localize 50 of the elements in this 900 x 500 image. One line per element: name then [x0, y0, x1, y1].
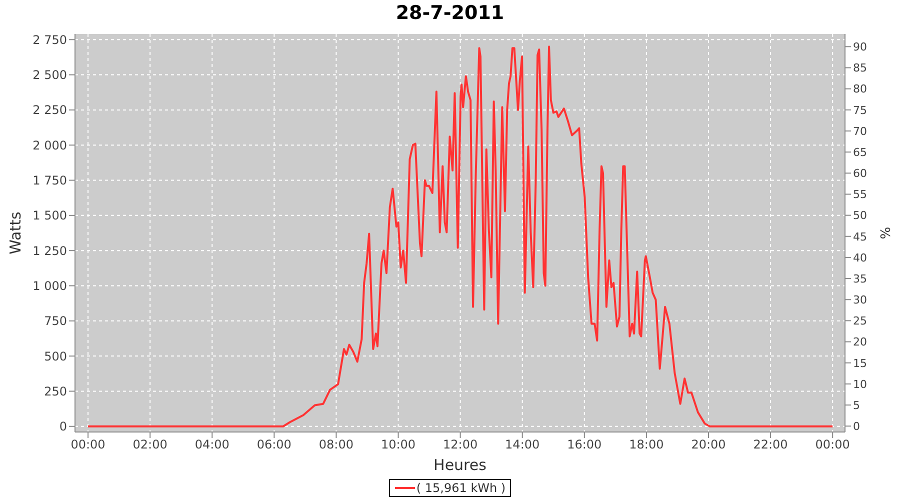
x-tick-label: 08:00 [318, 438, 354, 452]
x-tick-label: 00:00 [70, 438, 106, 452]
y-tick-label: 2 750 [32, 32, 67, 47]
y2-tick-label: 45 [853, 230, 867, 244]
y-tick-label: 1 000 [32, 279, 67, 293]
line-series [87, 46, 834, 428]
y-tick-label: 0 [59, 420, 67, 434]
x-axis-title: Heures [434, 456, 487, 474]
legend-label: ( 15,961 kWh ) [416, 481, 506, 495]
x-tick-label: 20:00 [691, 438, 726, 452]
y2-tick-label: 30 [853, 294, 867, 307]
x-tick-label: 06:00 [256, 438, 292, 452]
x-tick-label: 16:00 [567, 438, 602, 452]
y2-tick-label: 90 [853, 40, 867, 54]
x-tick-label: 14:00 [505, 438, 540, 452]
x-tick-label: 18:00 [629, 438, 664, 452]
y-tick-label: 1 500 [32, 208, 67, 223]
chart-title: 28-7-2011 [394, 2, 506, 24]
y2-tick-label: 15 [853, 356, 867, 370]
y2-tick-label: 85 [853, 62, 867, 75]
y2-tick-label: 20 [853, 336, 867, 349]
y2-tick-label: 70 [853, 124, 867, 138]
y2-tick-label: 40 [853, 251, 867, 264]
y-tick-label: 2 500 [32, 68, 67, 82]
y2-tick-label: 60 [853, 167, 867, 180]
y-tick-label: 1 750 [32, 174, 67, 188]
y2-axis-title: % [876, 226, 892, 240]
y-tick-label: 2 000 [32, 138, 67, 152]
y-tick-label: 500 [44, 349, 67, 364]
y2-tick-label: 50 [853, 209, 867, 222]
y2-tick-label: 65 [853, 146, 867, 159]
x-tick-label: 04:00 [194, 438, 230, 452]
y2-tick-label: 80 [853, 82, 867, 96]
y2-tick-label: 55 [853, 188, 867, 202]
y-tick-label: 1 250 [32, 244, 67, 258]
x-tick-label: 02:00 [132, 438, 168, 452]
x-tick-label: 12:00 [443, 438, 478, 452]
y2-tick-label: 5 [853, 398, 860, 412]
y2-tick-label: 75 [853, 104, 867, 117]
y-axis-title: Watts [6, 212, 24, 254]
y-tick-label: 750 [44, 314, 67, 328]
y2-tick-label: 10 [853, 378, 867, 391]
x-tick-label: 00:00 [815, 438, 850, 452]
y-tick-label: 250 [44, 384, 67, 398]
x-tick-label: 22:00 [753, 438, 788, 452]
x-tick-label: 10:00 [380, 438, 416, 452]
y2-tick-label: 35 [853, 272, 867, 286]
y2-tick-label: 25 [853, 314, 867, 328]
y2-tick-label: 0 [853, 420, 860, 433]
y-tick-label: 2 250 [32, 103, 67, 118]
